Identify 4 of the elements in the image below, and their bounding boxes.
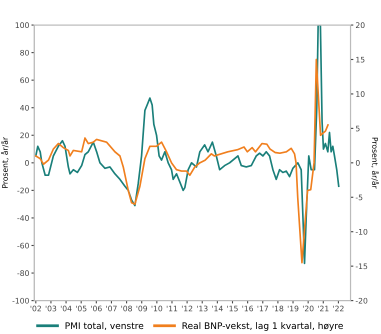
legend-label: Real BNP-vekst, lag 1 kvartal, høyre <box>182 322 343 331</box>
line-series <box>34 58 329 264</box>
legend-label: PMI total, venstre <box>66 322 144 330</box>
line-series <box>34 25 340 264</box>
